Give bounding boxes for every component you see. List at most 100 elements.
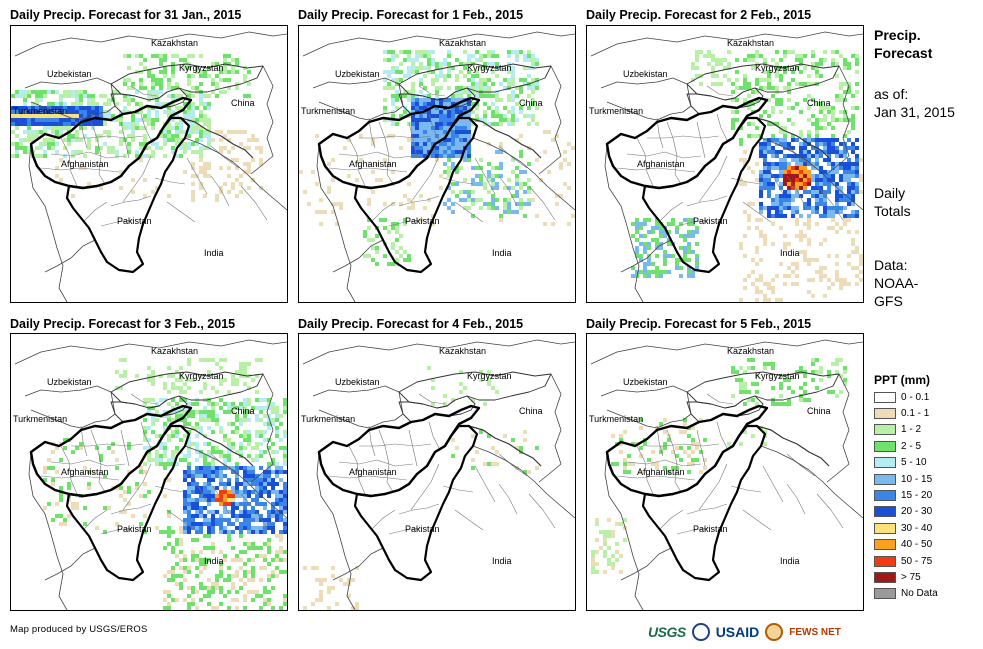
precip-cell: [279, 490, 283, 494]
precip-cell: [423, 154, 427, 158]
precip-cell: [471, 458, 475, 462]
label-turkmenistan: Turkmenistan: [589, 414, 643, 424]
precip-cell: [779, 214, 783, 218]
precip-cell: [855, 158, 859, 162]
precip-cell: [195, 450, 199, 454]
precip-cell: [815, 142, 819, 146]
precip-cell: [423, 134, 427, 138]
precip-cell: [375, 178, 379, 182]
precip-cell: [475, 58, 479, 62]
precip-cell: [147, 74, 151, 78]
precip-cell: [787, 194, 791, 198]
precip-cell: [823, 118, 827, 122]
precip-cell: [519, 198, 523, 202]
precip-cell: [187, 526, 191, 530]
precip-cell: [819, 58, 823, 62]
precip-cell: [447, 86, 451, 90]
precip-cell: [675, 266, 679, 270]
precip-cell: [67, 514, 71, 518]
precip-cell: [75, 114, 79, 118]
precip-cell: [11, 142, 15, 146]
precip-cell: [819, 378, 823, 382]
precip-cell: [187, 474, 191, 478]
precip-cell: [187, 78, 191, 82]
precip-cell: [519, 86, 523, 90]
precip-cell: [203, 134, 207, 138]
precip-cell: [399, 114, 403, 118]
precip-cell: [183, 558, 187, 562]
sidebar-daily-line2: Totals: [874, 203, 911, 219]
precip-cell: [243, 74, 247, 78]
precip-cell: [259, 514, 263, 518]
label-india: India: [492, 248, 512, 258]
precip-cell: [247, 186, 251, 190]
precip-cell: [263, 586, 267, 590]
precip-cell: [683, 234, 687, 238]
precip-cell: [843, 214, 847, 218]
precip-cell: [767, 214, 771, 218]
precip-cell: [207, 530, 211, 534]
legend-item: No Data: [874, 586, 938, 602]
precip-cell: [779, 182, 783, 186]
precip-cell: [639, 242, 643, 246]
precip-cell: [795, 166, 799, 170]
precip-cell: [319, 222, 323, 226]
precip-cell: [367, 254, 371, 258]
precip-cell: [411, 82, 415, 86]
precip-cell: [795, 194, 799, 198]
precip-cell: [243, 502, 247, 506]
precip-cell: [787, 178, 791, 182]
precip-cell: [679, 266, 683, 270]
precip-cell: [759, 230, 763, 234]
precip-cell: [95, 146, 99, 150]
precip-cell: [403, 218, 407, 222]
precip-cell: [419, 134, 423, 138]
precip-cell: [783, 198, 787, 202]
precip-cell: [251, 458, 255, 462]
precip-cell: [119, 358, 123, 362]
precip-cell: [123, 78, 127, 82]
precip-cell: [199, 430, 203, 434]
precip-cell: [207, 162, 211, 166]
precip-cell: [199, 134, 203, 138]
precip-cell: [179, 410, 183, 414]
precip-cell: [779, 202, 783, 206]
precip-cell: [491, 194, 495, 198]
precip-cell: [691, 442, 695, 446]
precip-cell: [19, 110, 23, 114]
precip-cell: [775, 162, 779, 166]
precip-cell: [547, 170, 551, 174]
precip-cell: [199, 126, 203, 130]
precip-cell: [427, 58, 431, 62]
precip-cell: [699, 50, 703, 54]
precip-cell: [487, 178, 491, 182]
precip-cell: [711, 82, 715, 86]
precip-cell: [139, 470, 143, 474]
precip-cell: [779, 226, 783, 230]
precip-cell: [807, 94, 811, 98]
precip-cell: [171, 110, 175, 114]
precip-cell: [639, 270, 643, 274]
precip-cell: [447, 174, 451, 178]
precip-cell: [847, 170, 851, 174]
precip-cell: [255, 554, 259, 558]
precip-cell: [207, 102, 211, 106]
precip-cell: [751, 134, 755, 138]
precip-cell: [439, 86, 443, 90]
precip-cell: [239, 366, 243, 370]
precip-cell: [855, 174, 859, 178]
precip-cell: [15, 114, 19, 118]
precip-cell: [27, 110, 31, 114]
precip-cell: [247, 590, 251, 594]
precip-cell: [187, 134, 191, 138]
precip-cell: [847, 166, 851, 170]
precip-cell: [427, 198, 431, 202]
precip-cell: [431, 122, 435, 126]
precip-cell: [463, 114, 467, 118]
label-turkmenistan: Turkmenistan: [301, 414, 355, 424]
precip-cell: [735, 110, 739, 114]
precip-cell: [227, 138, 231, 142]
legend-label: 30 - 40: [901, 522, 933, 534]
precip-cell: [487, 170, 491, 174]
precip-cell: [855, 146, 859, 150]
